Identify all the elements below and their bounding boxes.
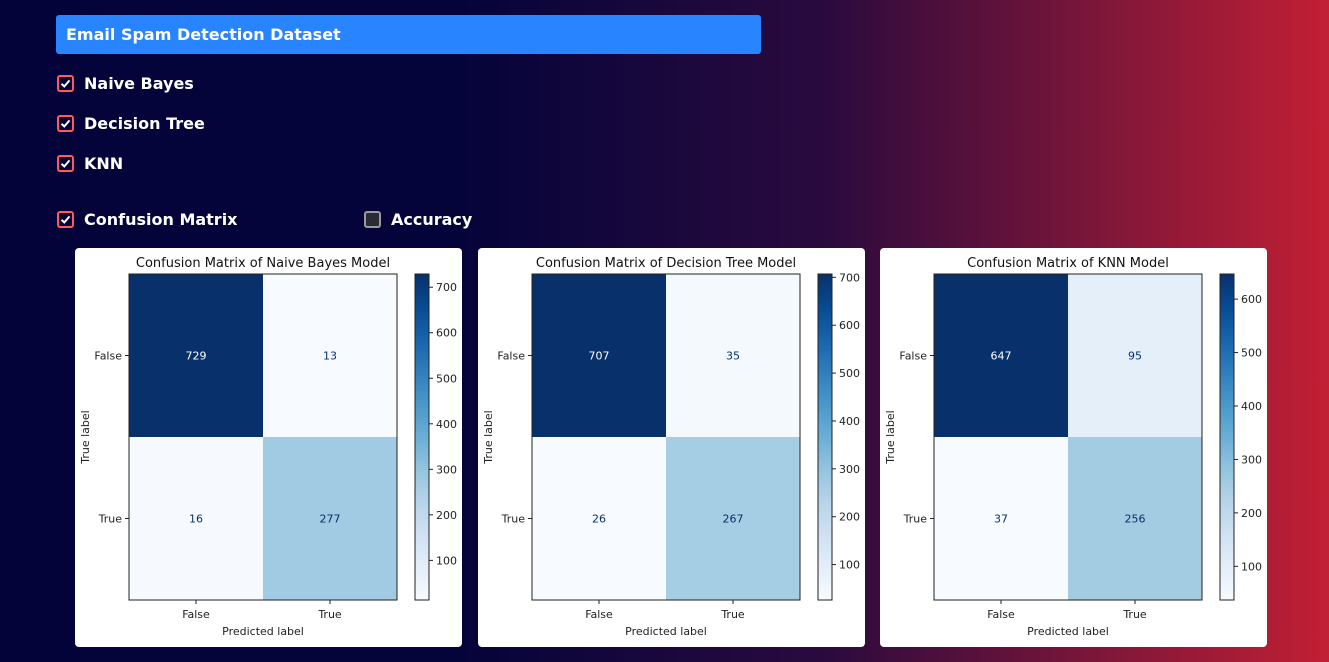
- cell-value-label: 729: [186, 350, 207, 363]
- chart-card-naive-bayes: Confusion Matrix of Naive Bayes Model 729…: [75, 248, 462, 647]
- x-tick-label: True: [720, 608, 745, 621]
- checkbox-knn[interactable]: KNN: [57, 154, 123, 173]
- cell-value-label: 277: [320, 513, 341, 526]
- matrix-cell: [1068, 274, 1202, 437]
- x-tick-label: False: [182, 608, 210, 621]
- colorbar-tick-label: 200: [436, 509, 457, 522]
- checkbox-checked-icon: [57, 155, 74, 172]
- colorbar: [817, 273, 833, 601]
- plot-frame: [933, 273, 1203, 601]
- checkbox-label: Confusion Matrix: [84, 210, 238, 229]
- x-tick-label: True: [317, 608, 342, 621]
- y-tick-label: False: [94, 350, 122, 363]
- cell-value-label: 37: [994, 513, 1008, 526]
- matrix-cell: [129, 437, 263, 600]
- matrix-cell: [263, 437, 397, 600]
- checkbox-label: Naive Bayes: [84, 74, 194, 93]
- checkbox-label: Decision Tree: [84, 114, 205, 133]
- colorbar-tick-label: 300: [1241, 453, 1262, 466]
- chart-card-knn: Confusion Matrix of KNN Model 647 95 37 256 F…: [880, 248, 1267, 647]
- y-tick-label: True: [98, 513, 123, 526]
- x-tick-label: True: [1122, 608, 1147, 621]
- chart-title: Confusion Matrix of Naive Bayes Model: [136, 256, 390, 271]
- cell-value-label: 267: [723, 513, 744, 526]
- confusion-matrix-chart: Confusion Matrix of Naive Bayes Model 729…: [79, 256, 457, 638]
- y-axis-label: True label: [79, 410, 92, 464]
- colorbar-tick-label: 600: [1241, 293, 1262, 306]
- colorbar-tick-label: 700: [436, 281, 457, 294]
- x-tick-label: False: [987, 608, 1015, 621]
- colorbar-tick-label: 500: [1241, 347, 1262, 360]
- y-tick-label: False: [899, 350, 927, 363]
- colorbar-tick-label: 300: [436, 463, 457, 476]
- matrix-cell: [263, 274, 397, 437]
- matrix-cell: [666, 274, 800, 437]
- colorbar-tick-label: 100: [1241, 560, 1262, 573]
- cell-value-label: 707: [589, 350, 610, 363]
- checkbox-checked-icon: [57, 115, 74, 132]
- plot-frame: [128, 273, 398, 601]
- cell-value-label: 16: [189, 513, 203, 526]
- matrix-cell: [934, 437, 1068, 600]
- dataset-select[interactable]: Email Spam Detection Dataset: [56, 15, 761, 54]
- checkbox-decision-tree[interactable]: Decision Tree: [57, 114, 205, 133]
- matrix-cell: [532, 274, 666, 437]
- confusion-matrix-chart: Confusion Matrix of Decision Tree Model 7…: [482, 256, 860, 638]
- matrix-cell: [934, 274, 1068, 437]
- matrix-cell: [129, 274, 263, 437]
- checkbox-naive-bayes[interactable]: Naive Bayes: [57, 74, 194, 93]
- cell-value-label: 256: [1125, 513, 1146, 526]
- chart-card-decision-tree: Confusion Matrix of Decision Tree Model 7…: [478, 248, 865, 647]
- cell-value-label: 26: [592, 513, 606, 526]
- checkbox-confusion-matrix[interactable]: Confusion Matrix: [57, 210, 238, 229]
- checkbox-checked-icon: [57, 75, 74, 92]
- colorbar: [414, 273, 430, 601]
- cell-value-label: 35: [726, 350, 740, 363]
- checkbox-unchecked-icon: [364, 211, 381, 228]
- colorbar-tick-label: 200: [1241, 507, 1262, 520]
- x-axis-label: Predicted label: [222, 625, 304, 638]
- colorbar-tick-label: 300: [839, 463, 860, 476]
- colorbar-tick-label: 500: [839, 367, 860, 380]
- cell-value-label: 647: [991, 350, 1012, 363]
- colorbar-tick-label: 200: [839, 511, 860, 524]
- confusion-matrix-chart: Confusion Matrix of KNN Model 647 95 37 256 F…: [884, 256, 1262, 638]
- x-tick-label: False: [585, 608, 613, 621]
- y-axis-label: True label: [482, 410, 495, 464]
- plot-frame: [531, 273, 801, 601]
- checkbox-checked-icon: [57, 211, 74, 228]
- chart-title: Confusion Matrix of Decision Tree Model: [536, 256, 796, 271]
- matrix-cell: [532, 437, 666, 600]
- chart-title: Confusion Matrix of KNN Model: [967, 256, 1169, 271]
- cell-value-label: 95: [1128, 350, 1142, 363]
- dataset-select-value: Email Spam Detection Dataset: [66, 25, 341, 44]
- x-axis-label: Predicted label: [625, 625, 707, 638]
- y-tick-label: True: [903, 513, 928, 526]
- colorbar-tick-label: 400: [1241, 400, 1262, 413]
- matrix-cell: [666, 437, 800, 600]
- y-tick-label: False: [497, 350, 525, 363]
- checkbox-label: KNN: [84, 154, 124, 173]
- colorbar-tick-label: 600: [436, 327, 457, 340]
- y-axis-label: True label: [884, 410, 897, 464]
- colorbar-tick-label: 100: [436, 554, 457, 567]
- y-tick-label: True: [501, 513, 526, 526]
- checkbox-label: Accuracy: [391, 210, 473, 229]
- colorbar-tick-label: 400: [436, 418, 457, 431]
- matrix-cell: [1068, 437, 1202, 600]
- colorbar-tick-label: 500: [436, 372, 457, 385]
- colorbar-tick-label: 400: [839, 415, 860, 428]
- x-axis-label: Predicted label: [1027, 625, 1109, 638]
- colorbar-tick-label: 100: [839, 559, 860, 572]
- colorbar: [1219, 273, 1235, 601]
- checkbox-accuracy[interactable]: Accuracy: [364, 210, 472, 229]
- colorbar-tick-label: 700: [839, 271, 860, 284]
- colorbar-tick-label: 600: [839, 319, 860, 332]
- cell-value-label: 13: [323, 350, 337, 363]
